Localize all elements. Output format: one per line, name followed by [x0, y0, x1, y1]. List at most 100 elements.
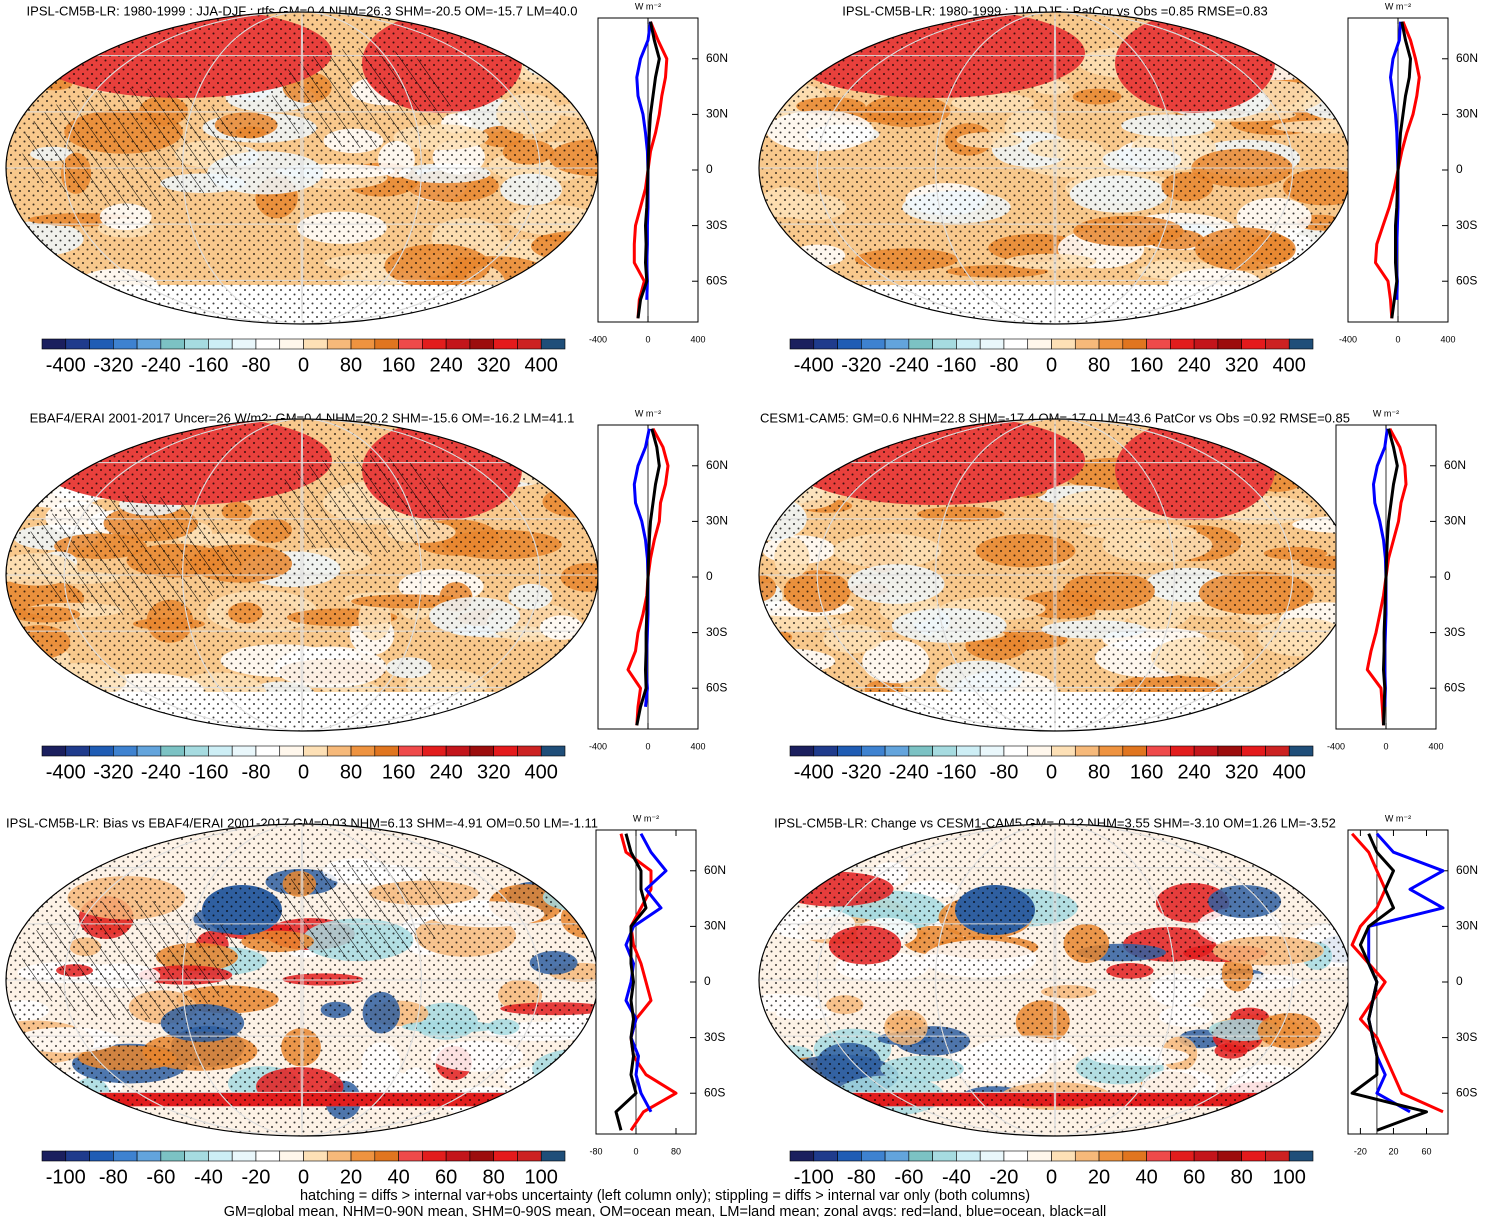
colorbar-label: -320 — [841, 354, 881, 376]
colorbar-label: 0 — [298, 354, 309, 376]
zonal-line — [1382, 428, 1399, 726]
graticule — [1053, 12, 1057, 324]
colorbar-box — [932, 1150, 957, 1162]
colorbar-label: 240 — [429, 761, 462, 783]
colorbar-box — [184, 338, 209, 350]
colorbar-box — [1146, 745, 1171, 757]
colorbar-label: 40 — [387, 1166, 409, 1188]
graticule — [1053, 824, 1057, 1136]
colorbar-label: 20 — [340, 1166, 362, 1188]
colorbar-label: 80 — [1231, 1166, 1253, 1188]
colorbar-box — [326, 1150, 352, 1162]
colorbar-box — [908, 338, 933, 350]
colorbar-box — [445, 1150, 471, 1162]
colorbar-label: 240 — [429, 354, 462, 376]
y-tick-label: 30S — [1456, 1030, 1477, 1044]
colorbar-box — [65, 1150, 90, 1162]
colorbar-box — [208, 1150, 233, 1162]
colorbar-box — [1288, 1150, 1314, 1162]
colorbar-box — [89, 338, 114, 350]
y-tick-label: 0 — [704, 974, 711, 988]
graticule — [816, 12, 1294, 324]
graticule — [935, 12, 1175, 324]
map-region — [6, 652, 43, 673]
colorbar-label: 0 — [298, 761, 309, 783]
colorbar-label: 320 — [477, 761, 510, 783]
colorbar-box — [208, 338, 233, 350]
y-tick-label: 60S — [706, 273, 727, 287]
colorbar-label: 240 — [1177, 354, 1210, 376]
colorbar-box — [41, 745, 67, 757]
colorbar-label: 400 — [525, 354, 558, 376]
colorbar-label: -60 — [146, 1166, 175, 1188]
hatching — [272, 48, 452, 148]
hatching — [272, 860, 452, 960]
zonal-line — [614, 833, 648, 1131]
colorbar-box — [445, 745, 471, 757]
colorbar-label: 320 — [477, 354, 510, 376]
colorbar-box — [493, 745, 518, 757]
colorbar-box — [1098, 338, 1124, 350]
colorbar-box — [1146, 1150, 1171, 1162]
colorbar-box — [1146, 338, 1171, 350]
graticule — [300, 419, 304, 731]
colorbar-box — [1170, 745, 1195, 757]
hatching — [272, 455, 452, 555]
hatching — [22, 900, 242, 1020]
colorbar-box — [908, 745, 933, 757]
panel: IPSL-CM5B-LR: 1980-1999 : JJA-DJF : rtfs… — [5, 1, 728, 376]
graticule — [63, 419, 541, 731]
colorbar-label: -40 — [942, 1166, 971, 1188]
colorbar-box — [1003, 338, 1029, 350]
x-tick-label: 0 — [645, 334, 650, 344]
colorbar-box — [1193, 1150, 1219, 1162]
colorbar-box — [279, 338, 304, 350]
colorbar-box — [113, 1150, 138, 1162]
y-tick-label: 30S — [706, 625, 727, 639]
colorbar-box — [1241, 1150, 1266, 1162]
colorbar-box — [789, 745, 815, 757]
colorbar-box — [1051, 338, 1076, 350]
colorbar-label: -240 — [889, 354, 929, 376]
colorbar-box — [1288, 338, 1314, 350]
colorbar-box — [184, 1150, 209, 1162]
colorbar-label: 240 — [1177, 761, 1210, 783]
graticule — [300, 824, 304, 1136]
x-tick-label: -400 — [589, 741, 607, 751]
colorbar-box — [255, 338, 281, 350]
colorbar-box — [279, 1150, 304, 1162]
colorbar-label: -160 — [188, 354, 228, 376]
hatching — [22, 88, 242, 208]
colorbar-box — [813, 1150, 838, 1162]
colorbar-label: 0 — [1046, 1166, 1057, 1188]
colorbar-label: -80 — [242, 761, 271, 783]
map — [6, 824, 598, 1136]
graticule — [935, 419, 1175, 731]
colorbar-label: 400 — [1273, 354, 1306, 376]
colorbar-label: -80 — [990, 761, 1019, 783]
colorbar-box — [540, 338, 566, 350]
colorbar-box — [303, 1150, 328, 1162]
colorbar-label: 60 — [435, 1166, 457, 1188]
colorbar-box — [89, 1150, 114, 1162]
colorbar-label: 20 — [1088, 1166, 1110, 1188]
colorbar-box — [493, 338, 518, 350]
colorbar-box — [398, 338, 423, 350]
colorbar-box — [231, 1150, 257, 1162]
map-region — [772, 53, 811, 86]
y-tick-label: 60N — [1456, 51, 1478, 65]
y-tick-label: 0 — [706, 162, 713, 176]
colorbar-box — [861, 1150, 886, 1162]
colorbar-label: -400 — [794, 354, 834, 376]
zonal-line — [635, 428, 661, 726]
colorbar-label: 80 — [1088, 761, 1110, 783]
x-tick-label: -80 — [589, 1146, 602, 1156]
colorbar-box — [540, 745, 566, 757]
graticule — [816, 824, 1294, 1136]
panel: IPSL-CM5B-LR: Change vs CESM1-CAM5 GM=-0… — [758, 813, 1478, 1188]
colorbar-label: -80 — [99, 1166, 128, 1188]
y-tick-label: 60S — [1456, 273, 1477, 287]
colorbar-box — [517, 745, 542, 757]
units-label: W m⁻² — [635, 1, 661, 11]
map-region — [547, 476, 594, 490]
